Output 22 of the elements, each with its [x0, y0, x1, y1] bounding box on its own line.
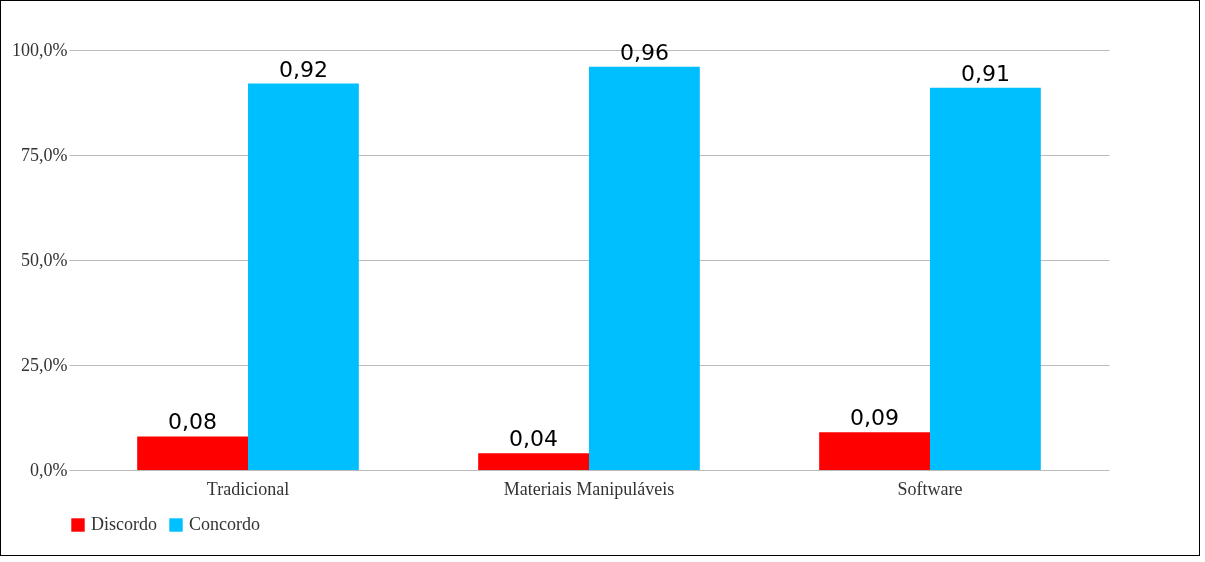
y-tick-label: 0,0% — [30, 459, 68, 480]
data-label: 0,09 — [850, 405, 900, 431]
x-tick-label: Software — [897, 478, 963, 499]
data-label: 0,04 — [509, 426, 559, 452]
y-tick-label: 25,0% — [21, 354, 68, 375]
bar — [589, 66, 700, 470]
legend-label: Concordo — [189, 514, 260, 534]
bar — [478, 453, 589, 470]
bar — [248, 83, 359, 470]
data-label: 0,91 — [960, 60, 1010, 86]
y-tick-label: 100,0% — [12, 39, 68, 60]
data-label: 0,08 — [168, 409, 218, 435]
bar — [819, 432, 930, 470]
data-label: 0,92 — [278, 56, 328, 82]
legend-label: Discordo — [91, 514, 157, 534]
x-tick-label: Tradicional — [206, 478, 290, 499]
bar — [929, 87, 1041, 470]
y-tick-label: 75,0% — [21, 144, 68, 165]
y-tick-label: 50,0% — [21, 249, 68, 270]
x-tick-label: Materiais Manipuláveis — [503, 478, 675, 499]
data-label: 0,96 — [619, 39, 669, 65]
bar — [137, 436, 249, 470]
